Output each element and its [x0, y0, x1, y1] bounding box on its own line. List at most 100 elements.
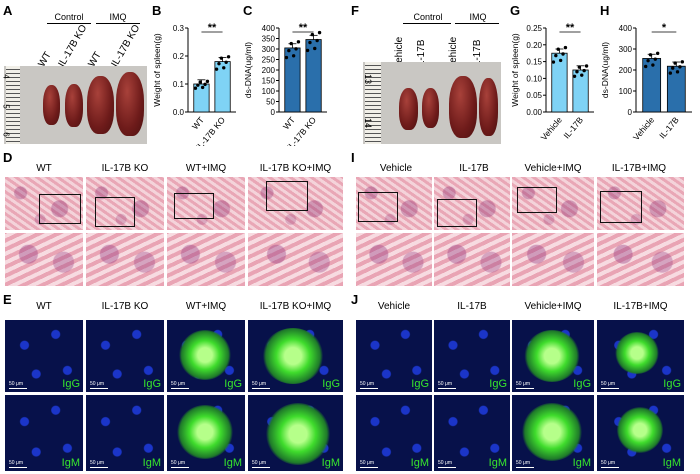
y-axis-label: Weight of spleen(g) — [510, 33, 520, 107]
y-tick-label: 0.1 — [173, 80, 185, 89]
group-imq-line — [96, 23, 140, 24]
column-header: Vehicle+IMQ — [524, 163, 582, 174]
column-header: IL-17B KO — [101, 301, 149, 312]
glomerulus-signal — [617, 407, 663, 453]
ruler-label: 4 — [1, 74, 11, 79]
histology-panel-i: Vehicle IL-17B Vehicle+IMQ IL-17B+IMQ — [352, 160, 700, 288]
significance-marker: ** — [566, 22, 575, 34]
y-tick-label: 0.3 — [173, 24, 185, 33]
data-point — [655, 51, 660, 56]
spleen-il17b-ko-imq — [116, 72, 144, 136]
glomerulus-signal — [615, 332, 659, 374]
ruler — [6, 66, 20, 144]
data-point — [572, 74, 577, 78]
y-tick-label: 0.20 — [526, 41, 542, 50]
stain-label: IgG — [224, 378, 242, 390]
fluorescence-image: 50 μm IgG — [512, 320, 594, 392]
bar-chart-dsdna-c: ds-DNA(ug/ml)050100150200250300350400WTI… — [243, 22, 327, 146]
ruler — [365, 62, 381, 144]
fluorescence-image: 50 μm IgG — [248, 320, 343, 392]
significance-marker: * — [662, 22, 667, 34]
stain-label: IgM — [223, 457, 242, 469]
glomerulus-signal — [266, 403, 330, 465]
stain-label: IgG — [143, 378, 161, 390]
scale-bar: 50 μm — [601, 381, 619, 389]
data-point — [294, 47, 298, 51]
spleen-wt — [43, 85, 60, 125]
y-axis-label: ds-DNA(ug/ml) — [243, 42, 253, 98]
data-point — [563, 45, 568, 50]
group-imq-label: IMQ — [469, 12, 487, 22]
data-point — [646, 58, 650, 63]
he-image-low-mag — [5, 177, 83, 230]
spleen-vehicle-imq — [449, 76, 477, 138]
scale-bar: 50 μm — [601, 460, 619, 468]
panel-label-a: A — [3, 3, 13, 18]
panel-label-b: B — [152, 3, 162, 18]
he-image-low-mag — [434, 177, 510, 230]
he-image-low-mag — [248, 177, 343, 230]
y-tick-label: 100 — [262, 87, 276, 96]
stain-label: IgM — [662, 457, 681, 469]
significance-marker: ** — [208, 22, 217, 34]
fluorescence-image: 50 μm IgG — [167, 320, 245, 392]
panel-label-i: I — [351, 150, 355, 165]
data-point — [308, 40, 312, 45]
group-control-line — [403, 23, 451, 24]
scale-bar: 50 μm — [438, 460, 456, 468]
zoom-box — [174, 193, 214, 219]
data-point — [198, 80, 202, 84]
data-point — [291, 54, 296, 58]
stain-label: IgM — [410, 457, 429, 469]
y-tick-label: 0.10 — [526, 74, 542, 83]
glomerulus-signal — [179, 330, 231, 380]
fluorescence-image: 50 μm IgG — [356, 320, 432, 392]
he-image-high-mag — [248, 233, 343, 286]
data-point — [222, 66, 226, 70]
data-point — [561, 52, 565, 56]
scale-bar: 50 μm — [9, 381, 27, 389]
spleen-vehicle — [399, 88, 418, 130]
data-point — [678, 65, 682, 69]
ruler-label: 13 — [363, 73, 374, 85]
he-image-high-mag — [86, 233, 164, 286]
column-header: IL-17B+IMQ — [611, 163, 667, 174]
data-point — [200, 85, 205, 90]
column-header: WT+IMQ — [185, 301, 227, 312]
significance-marker: ** — [299, 22, 308, 34]
data-point — [643, 64, 648, 69]
panel-label-f: F — [351, 3, 359, 18]
scale-bar: 50 μm — [252, 460, 270, 468]
stain-label: IgG — [322, 378, 340, 390]
scale-bar: 50 μm — [360, 460, 378, 468]
scale-bar: 50 μm — [360, 381, 378, 389]
ruler-label: 14 — [363, 117, 374, 129]
group-imq-line — [455, 23, 499, 24]
fluorescence-image: 50 μm IgG — [86, 320, 164, 392]
data-point — [673, 61, 677, 65]
data-point — [214, 67, 219, 71]
zoom-box — [437, 199, 477, 227]
data-point — [675, 70, 680, 74]
y-tick-label: 0.05 — [526, 91, 542, 100]
y-tick-label: 200 — [619, 66, 633, 75]
column-header: IL-17B+IMQ — [613, 301, 668, 312]
y-tick-label: 0.0 — [173, 108, 185, 117]
data-point — [219, 56, 224, 60]
data-point — [287, 48, 291, 53]
data-point — [289, 41, 293, 46]
fluorescence-image: 50 μm IgG — [5, 320, 83, 392]
data-point — [284, 55, 289, 60]
fluorescence-image: 50 μm IgG — [434, 320, 510, 392]
data-point — [671, 66, 675, 70]
zoom-box — [39, 194, 81, 224]
stain-label: IgM — [142, 457, 161, 469]
y-tick-label: 200 — [262, 66, 276, 75]
bar-chart-dsdna-h: ds-DNA(ug/ml) 0 100 200 300 400 Vehicle IL-17B * — [600, 22, 692, 142]
stain-label: IgM — [572, 457, 591, 469]
panel-label-g: G — [510, 3, 521, 18]
glomerulus-signal — [177, 405, 233, 459]
data-point — [203, 82, 207, 87]
histology-panel-d: WT IL-17B KO WT+IMQ IL-17B KO+IMQ — [0, 160, 348, 288]
y-tick-label: 0.2 — [173, 52, 185, 61]
